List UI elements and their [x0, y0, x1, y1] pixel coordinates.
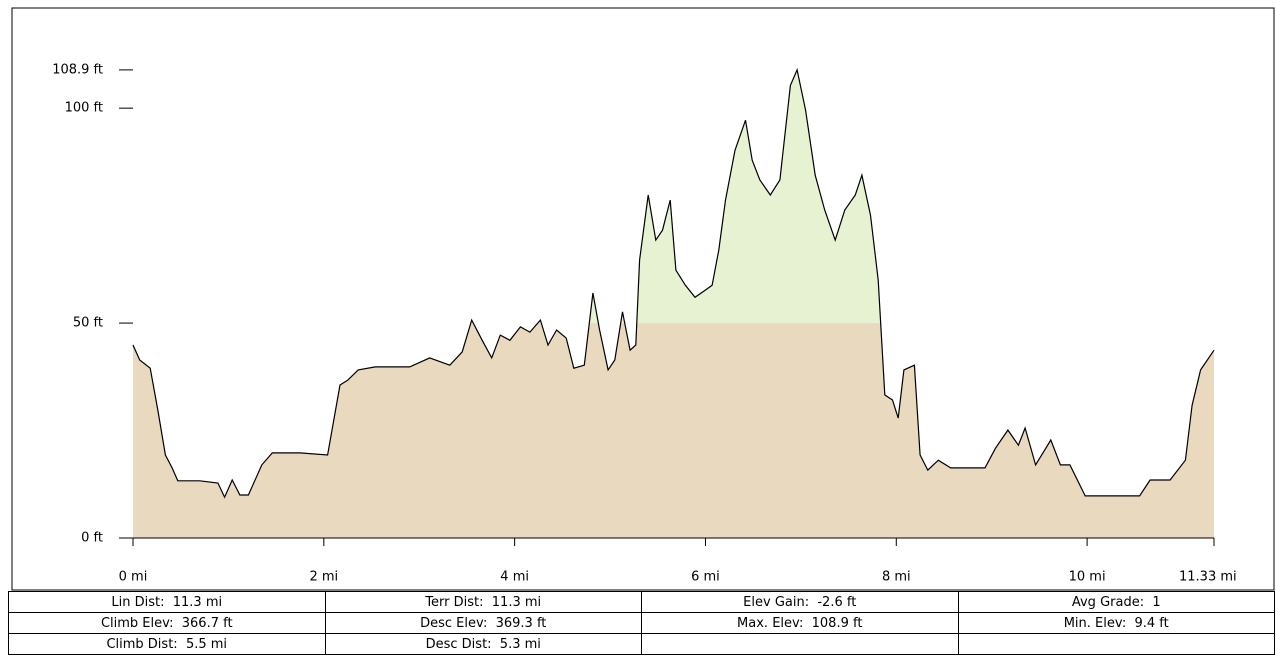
table-cell: Climb Elev: 366.7 ft [8, 612, 326, 634]
y-tick-label: 50 ft [73, 316, 103, 331]
x-tick-label: 0 mi [119, 570, 148, 585]
chart: 0 ft 50 ft 100 ft 108.9 ft 0 mi 2 mi 4 mi 6 mi 8… [11, 7, 1275, 591]
table-cell: Desc Dist: 5.3 mi [324, 633, 642, 655]
table-cell: Terr Dist: 11.3 mi [324, 591, 642, 613]
y-tick-label: 108.9 ft [52, 62, 103, 77]
table-cell: Desc Elev: 369.3 ft [324, 612, 642, 634]
x-tick-label: 11.33 mi [1179, 570, 1237, 585]
table-cell: Min. Elev: 9.4 ft [957, 612, 1275, 634]
stats-table: Lin Dist: 11.3 mi Terr Dist: 11.3 mi Elev … [8, 591, 1275, 655]
elevation-line [132, 67, 1215, 499]
y-tick-label: 0 ft [81, 531, 103, 546]
table-row: Climb Dist: 5.5 mi Desc Dist: 5.3 mi [8, 633, 1275, 655]
table-cell [957, 633, 1275, 655]
y-tick-label: 100 ft [65, 101, 103, 116]
x-tick-label: 6 mi [691, 570, 720, 585]
table-row: Climb Elev: 366.7 ft Desc Elev: 369.3 ft M… [8, 612, 1275, 634]
x-tick-label: 8 mi [882, 570, 911, 585]
x-tick-label: 4 mi [500, 570, 529, 585]
table-row: Lin Dist: 11.3 mi Terr Dist: 11.3 mi Elev … [8, 591, 1275, 613]
area-fill [133, 323, 1214, 538]
table-cell: Climb Dist: 5.5 mi [8, 633, 326, 655]
x-tick-label: 10 mi [1069, 570, 1106, 585]
x-tick-label: 2 mi [309, 570, 338, 585]
table-cell [641, 633, 959, 655]
table-cell: Lin Dist: 11.3 mi [8, 591, 326, 613]
table-cell: Avg Grade: 1 [957, 591, 1275, 613]
table-cell: Max. Elev: 108.9 ft [641, 612, 959, 634]
table-cell: Elev Gain: -2.6 ft [641, 591, 959, 613]
area-highlight [470, 69, 881, 324]
